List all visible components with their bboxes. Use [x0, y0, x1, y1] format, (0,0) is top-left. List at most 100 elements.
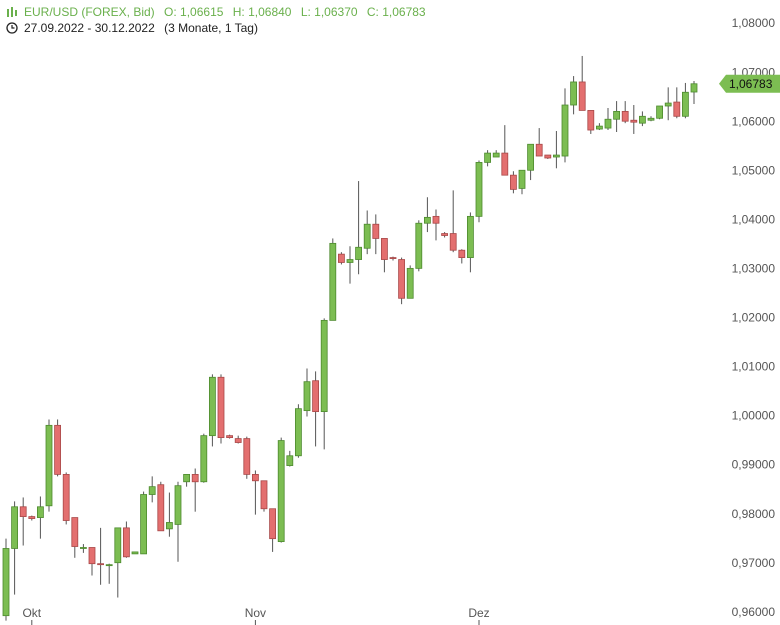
candle-body	[484, 152, 492, 163]
candle-body	[398, 259, 406, 299]
candle-body	[363, 223, 371, 249]
candle-body	[174, 485, 182, 525]
y-tick-label: 0,97000	[732, 556, 776, 570]
x-tick-label: Dez	[468, 606, 489, 620]
candle-body	[553, 154, 560, 158]
x-tick-label: Nov	[245, 606, 266, 620]
ohlc-close: C: 1,06783	[366, 5, 426, 19]
candle-body	[449, 233, 457, 251]
ohlc-high: H: 1,06840	[232, 5, 292, 19]
candle-body	[11, 506, 19, 549]
candle-body	[140, 494, 148, 555]
candle-body	[389, 257, 397, 259]
y-tick-label: 1,05000	[732, 163, 776, 177]
candle-body	[277, 440, 285, 543]
candle-body	[372, 223, 380, 239]
candle-body	[123, 527, 130, 558]
candle-body	[587, 110, 595, 131]
candle-body	[535, 143, 543, 157]
candle-body	[441, 233, 449, 236]
date-range: 27.09.2022 - 30.12.2022	[24, 21, 155, 35]
candle-body	[682, 91, 689, 117]
y-tick-label: 1,00000	[732, 409, 776, 423]
candle-body	[380, 238, 388, 260]
symbol: EUR/USD (FOREX, Bid)	[24, 5, 155, 19]
candle-body	[406, 267, 414, 299]
candle-body	[80, 547, 87, 549]
candle-body	[71, 517, 79, 547]
candle-body	[157, 484, 165, 532]
candle-body	[37, 506, 44, 518]
candle-body	[509, 174, 517, 190]
y-tick-label: 0,99000	[732, 458, 776, 472]
candle-body	[329, 242, 337, 321]
x-tick-label: Okt	[22, 606, 41, 620]
candle-body	[88, 547, 96, 565]
header-line: EUR/USD (FOREX, Bid) O: 1,06615 H: 1,068…	[24, 5, 432, 19]
candle-body	[475, 162, 483, 217]
candle-body	[312, 380, 320, 413]
y-tick-label: 1,02000	[732, 311, 776, 325]
last-price-label: 1,06783	[729, 77, 773, 91]
candle-body	[613, 110, 620, 120]
candle-body	[286, 455, 294, 466]
ohlc-low: L: 1,06370	[300, 5, 358, 19]
y-tick-label: 1,01000	[732, 360, 776, 374]
candle-body	[664, 102, 672, 107]
y-tick-label: 1,06000	[732, 114, 776, 128]
header-icons	[6, 7, 18, 34]
y-tick-label: 1,04000	[732, 212, 776, 226]
candle-body	[54, 424, 61, 475]
candle-body	[208, 376, 216, 437]
candle-body	[415, 222, 423, 269]
candle-body	[217, 376, 225, 439]
range-line: 27.09.2022 - 30.12.2022 (3 Monate, 1 Tag…	[24, 21, 264, 35]
candle-body	[303, 381, 311, 412]
candle-body	[114, 527, 122, 564]
candle-body	[260, 480, 268, 510]
candle-body	[337, 253, 345, 263]
candle-body	[226, 435, 234, 439]
candle-body	[466, 215, 474, 258]
period: (3 Monate, 1 Tag)	[164, 21, 258, 35]
y-tick-label: 0,98000	[732, 507, 776, 521]
candle-body	[105, 564, 113, 567]
candle-body	[251, 474, 259, 482]
candle-body	[621, 110, 629, 122]
candle-body	[346, 259, 354, 263]
candle-body	[45, 424, 53, 507]
ohlc-open: O: 1,06615	[164, 5, 224, 19]
candle-body	[604, 118, 612, 129]
candle-body	[148, 486, 156, 495]
candle-body	[673, 101, 681, 117]
candle-body	[97, 563, 104, 566]
candle-body	[243, 438, 251, 475]
candle-body	[2, 548, 10, 617]
candle-body	[561, 104, 569, 157]
candle-body	[647, 117, 655, 121]
candle-body	[630, 119, 638, 123]
candle-body	[200, 435, 208, 483]
candle-body	[191, 474, 199, 483]
candle-body	[234, 438, 242, 443]
candle-body	[183, 474, 191, 483]
candle-body	[544, 154, 552, 159]
candle-body	[570, 81, 577, 106]
candle-body	[131, 551, 139, 555]
candle-body	[269, 508, 277, 540]
candle-body	[355, 246, 363, 260]
candle-body	[28, 516, 36, 519]
candle-body	[639, 115, 646, 124]
candle-body	[656, 105, 663, 119]
y-tick-label: 0,96000	[732, 605, 776, 619]
candle-body	[62, 474, 70, 521]
candle-body	[432, 215, 440, 224]
candle-body	[458, 249, 466, 258]
candle-body	[492, 152, 500, 158]
candle-body	[596, 125, 603, 130]
candle-body	[690, 83, 698, 93]
candle-body	[501, 152, 509, 176]
candle-body	[320, 319, 328, 413]
